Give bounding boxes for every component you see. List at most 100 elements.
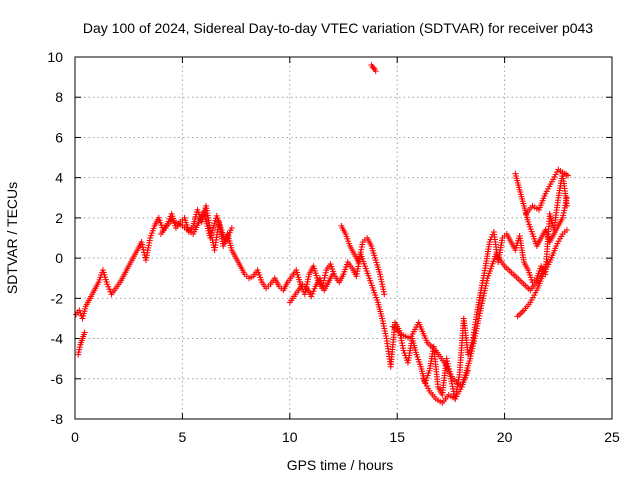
- data-point-interp: [356, 256, 363, 263]
- data-point-interp: [560, 209, 567, 216]
- data-point-interp: [379, 283, 386, 290]
- data-point-interp: [483, 277, 490, 284]
- data-point: [355, 259, 362, 266]
- data-series: [286, 271, 336, 306]
- data-point-interp: [75, 349, 82, 356]
- data-point-interp: [358, 244, 365, 251]
- data-point: [559, 214, 566, 221]
- data-point-interp: [563, 197, 570, 204]
- data-point-interp: [380, 320, 387, 327]
- data-point-interp: [378, 278, 385, 285]
- data-point-interp: [448, 380, 455, 387]
- data-point: [301, 291, 308, 298]
- data-points: [73, 62, 571, 406]
- data-point-interp: [561, 207, 568, 214]
- data-series: [512, 170, 570, 250]
- data-point-interp: [379, 281, 386, 288]
- x-axis-label: GPS time / hours: [287, 457, 394, 473]
- data-point: [486, 239, 493, 246]
- y-tick-label: 0: [55, 250, 63, 266]
- y-tick-label: 10: [47, 49, 63, 65]
- data-point-interp: [140, 246, 147, 253]
- data-point-interp: [399, 342, 406, 349]
- data-point-interp: [305, 276, 312, 283]
- data-point-interp: [477, 305, 484, 312]
- data-series: [157, 208, 235, 246]
- data-point-interp: [398, 337, 405, 344]
- data-point-interp: [381, 328, 388, 335]
- data-point-interp: [469, 345, 476, 352]
- x-tick-label: 5: [179, 429, 187, 445]
- data-series: [389, 251, 551, 390]
- data-point: [372, 68, 379, 75]
- data-point: [75, 351, 82, 358]
- y-tick-label: 8: [55, 89, 63, 105]
- data-point-interp: [305, 273, 312, 280]
- data-point-interp: [562, 199, 569, 206]
- y-tick-label: -8: [51, 411, 64, 427]
- data-point: [138, 239, 145, 246]
- data-point-interp: [358, 246, 365, 253]
- data-point-interp: [377, 273, 384, 280]
- data-point-interp: [357, 251, 364, 258]
- data-point: [467, 355, 474, 362]
- data-point: [308, 293, 315, 300]
- data-point-interp: [560, 212, 567, 219]
- data-point-interp: [309, 290, 316, 297]
- data-series: [419, 367, 472, 406]
- data-point: [563, 226, 570, 233]
- y-tick-label: 6: [55, 129, 63, 145]
- data-point-interp: [472, 333, 479, 340]
- data-point-interp: [474, 322, 481, 329]
- data-point-interp: [399, 340, 406, 347]
- data-point-interp: [380, 322, 387, 329]
- data-point: [228, 224, 235, 231]
- data-point-interp: [561, 204, 568, 211]
- data-point-interp: [467, 353, 474, 360]
- y-axis-label: SDTVAR / TECUs: [4, 182, 20, 294]
- data-point-interp: [381, 325, 388, 332]
- data-point: [465, 367, 472, 374]
- plot-frame: [74, 56, 613, 420]
- data-point-interp: [562, 202, 569, 209]
- data-point-interp: [476, 312, 483, 319]
- tick-labels: 0 5 10 15 20 25 -8 -6 -4 -2 0 2 4 6 8 10: [47, 49, 620, 445]
- data-point-interp: [468, 348, 475, 355]
- data-point-interp: [480, 295, 487, 302]
- data-point-interp: [469, 343, 476, 350]
- data-point-interp: [382, 330, 389, 337]
- data-point-interp: [380, 286, 387, 293]
- data-point-interp: [470, 340, 477, 347]
- data-point-interp: [357, 249, 364, 256]
- x-tick-label: 0: [71, 429, 79, 445]
- data-point-interp: [322, 272, 329, 279]
- data-point-interp: [480, 292, 487, 299]
- data-point-interp: [471, 335, 478, 342]
- data-point-interp: [476, 310, 483, 317]
- x-tick-label: 15: [389, 429, 405, 445]
- y-tick-label: 2: [55, 210, 63, 226]
- data-point: [370, 65, 377, 72]
- data-series: [523, 166, 571, 217]
- data-point-interp: [479, 297, 486, 304]
- data-point-interp: [382, 333, 389, 340]
- x-tick-label: 20: [497, 429, 513, 445]
- data-point: [377, 271, 384, 278]
- data-point: [76, 307, 83, 314]
- data-point-interp: [77, 310, 84, 317]
- data-point-interp: [473, 328, 480, 335]
- y-tick-label: 4: [55, 170, 63, 186]
- chart-title: Day 100 of 2024, Sidereal Day-to-day VTE…: [83, 20, 593, 36]
- data-series: [514, 226, 570, 320]
- data-point: [475, 315, 482, 322]
- data-point-interp: [76, 346, 83, 353]
- data-point: [104, 281, 111, 288]
- data-point-interp: [107, 288, 114, 295]
- data-point-interp: [474, 320, 481, 327]
- data-point-interp: [76, 344, 83, 351]
- data-point: [381, 291, 388, 298]
- data-point-interp: [322, 269, 329, 276]
- data-point-interp: [310, 288, 317, 295]
